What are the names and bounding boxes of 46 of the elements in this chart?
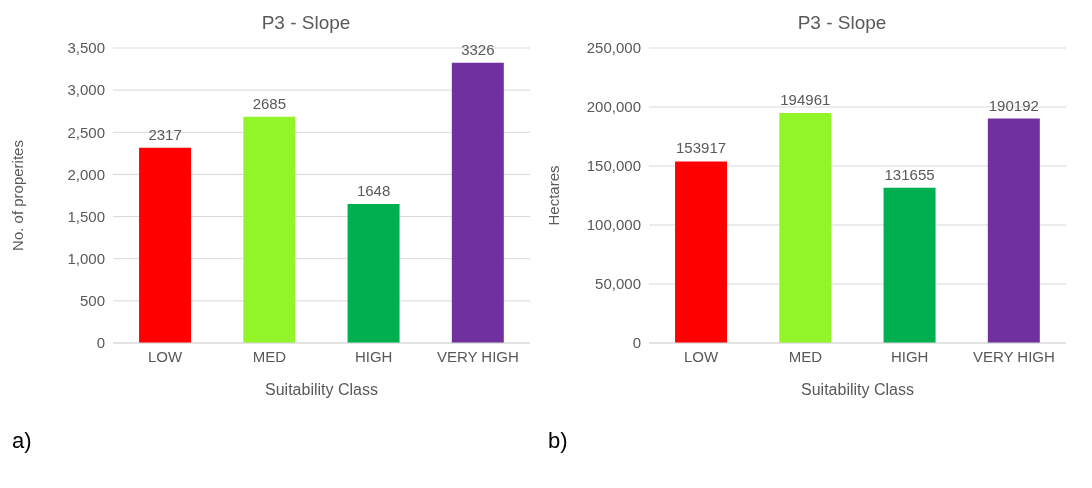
y-tick-label: 50,000	[595, 275, 641, 293]
y-tick-label: 0	[96, 334, 105, 352]
data-label: 194961	[780, 90, 831, 108]
x-tick-label: MED	[788, 347, 823, 365]
x-tick-label: HIGH	[890, 347, 929, 365]
chart-title: P3 - Slope	[796, 11, 888, 35]
x-tick-label: LOW	[148, 347, 184, 365]
x-tick-label: HIGH	[354, 347, 393, 365]
y-tick-label: 2,500	[67, 123, 105, 141]
y-tick-label: 0	[632, 334, 641, 352]
y-axis-title: No. of properites	[9, 140, 27, 251]
x-tick-label: MED	[252, 347, 287, 365]
bar	[675, 161, 728, 343]
y-tick-label: 150,000	[586, 157, 641, 175]
y-tick-label: 3,500	[67, 39, 105, 57]
y-tick-label: 250,000	[586, 39, 641, 57]
y-tick-label: 1,500	[67, 207, 105, 225]
data-label: 190192	[988, 96, 1039, 114]
bar	[987, 118, 1040, 343]
y-tick-label: 200,000	[586, 98, 641, 116]
text: b)	[547, 428, 569, 454]
text: a)	[11, 428, 33, 454]
bar	[451, 62, 504, 343]
data-label: 1648	[356, 182, 391, 200]
y-tick-label: 3,000	[67, 81, 105, 99]
x-tick-label: VERY HIGH	[972, 347, 1055, 365]
y-tick-label: 100,000	[586, 216, 641, 234]
x-axis-title: Suitability Class	[265, 381, 378, 398]
x-axis-title: Suitability Class	[801, 381, 914, 398]
data-label: 3326	[461, 40, 495, 58]
y-tick-label: 500	[79, 292, 105, 310]
x-tick-label: LOW	[684, 347, 720, 365]
chart-title: P3 - Slope	[260, 11, 352, 35]
bar	[347, 204, 400, 343]
x-tick-label: VERY HIGH	[436, 347, 519, 365]
bar	[243, 116, 296, 343]
data-label: 131655	[884, 165, 935, 183]
y-tick-label: 1,000	[67, 250, 105, 268]
bar	[139, 147, 192, 343]
data-label: 153917	[676, 139, 727, 157]
bar	[883, 187, 936, 343]
y-tick-label: 2,000	[67, 165, 105, 183]
bar	[779, 112, 832, 343]
data-label: 2317	[148, 125, 182, 143]
data-label: 2685	[252, 94, 286, 112]
y-axis-title: Hectares	[545, 165, 563, 226]
